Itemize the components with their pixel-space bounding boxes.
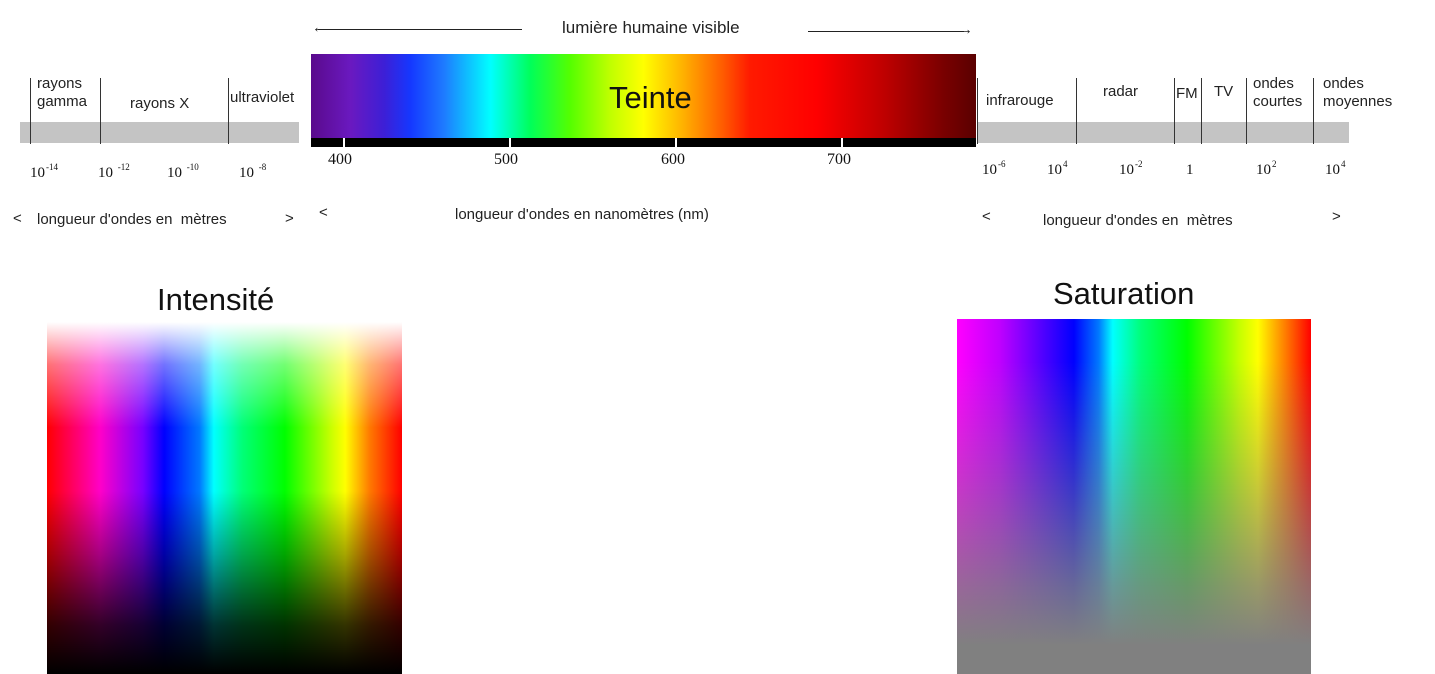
right-caption: longueur d'ondes en mètres xyxy=(1043,212,1233,230)
nm-tick-label: 600 xyxy=(661,151,685,169)
wavelength-exponent: 10-6 xyxy=(982,159,1006,179)
left-caption: longueur d'ondes en mètres xyxy=(37,211,227,229)
wavelength-exponent: 1 xyxy=(1186,159,1195,179)
wavelength-exponent: 104 xyxy=(1047,159,1068,179)
wavelength-exponent: 102 xyxy=(1256,159,1277,179)
nm-tick xyxy=(841,138,843,147)
band-label-infrared: infrarouge xyxy=(986,92,1054,110)
left-caption-arrow-right: > xyxy=(285,210,294,228)
band-divider xyxy=(1201,78,1202,144)
band-label-xray: rayons X xyxy=(130,95,189,113)
band-label-short-waves: ondes courtes xyxy=(1253,75,1302,111)
arrow-line-right xyxy=(808,31,964,32)
visible-light-label: lumière humaine visible xyxy=(562,18,740,38)
nm-arrow-left: < xyxy=(319,204,328,222)
left-band-bar xyxy=(20,122,299,143)
nm-caption: longueur d'ondes en nanomètres (nm) xyxy=(455,206,709,224)
intensity-title: Intensité xyxy=(157,282,274,318)
hue-title: Teinte xyxy=(609,80,692,116)
saturation-swatch xyxy=(957,319,1311,674)
band-divider xyxy=(1313,78,1314,144)
nm-tick-label: 500 xyxy=(494,151,518,169)
arrow-line-left xyxy=(318,29,522,30)
nm-scale-bar xyxy=(311,138,976,147)
band-divider xyxy=(1076,78,1077,144)
wavelength-exponent: 10 -12 xyxy=(98,162,130,182)
band-divider xyxy=(100,78,101,144)
arrow-head-right: → xyxy=(958,21,973,39)
arrow-head-left: ← xyxy=(312,19,327,37)
band-label-gamma: rayons gamma xyxy=(37,75,87,111)
saturation-shade-layer xyxy=(957,319,1311,674)
band-label-radar: radar xyxy=(1103,83,1138,101)
band-label-medium-waves: ondes moyennes xyxy=(1323,75,1392,111)
nm-tick-label: 700 xyxy=(827,151,851,169)
saturation-title: Saturation xyxy=(1053,276,1194,312)
right-caption-arrow-left: < xyxy=(982,208,991,226)
wavelength-exponent: 10 -10 xyxy=(167,162,199,182)
intensity-shade-layer xyxy=(47,322,402,674)
nm-tick xyxy=(343,138,345,147)
left-caption-arrow-left: < xyxy=(13,210,22,228)
band-divider xyxy=(1246,78,1247,144)
band-label-tv: TV xyxy=(1214,83,1233,101)
wavelength-exponent: 10-14 xyxy=(30,162,58,182)
wavelength-exponent: 10-2 xyxy=(1119,159,1143,179)
wavelength-exponent: 10 -8 xyxy=(239,162,266,182)
intensity-swatch xyxy=(47,322,402,674)
band-divider xyxy=(1174,78,1175,144)
nm-tick xyxy=(675,138,677,147)
right-caption-arrow-right: > xyxy=(1332,208,1341,226)
band-label-fm: FM xyxy=(1176,85,1198,103)
band-divider xyxy=(977,78,978,144)
band-divider xyxy=(30,78,31,144)
right-band-bar xyxy=(977,122,1349,143)
nm-tick-label: 400 xyxy=(328,151,352,169)
wavelength-exponent: 104 xyxy=(1325,159,1346,179)
band-label-uv: ultraviolet xyxy=(230,89,294,107)
nm-tick xyxy=(509,138,511,147)
visible-light-header: ← lumière humaine visible → xyxy=(312,14,976,42)
band-divider xyxy=(228,78,229,144)
